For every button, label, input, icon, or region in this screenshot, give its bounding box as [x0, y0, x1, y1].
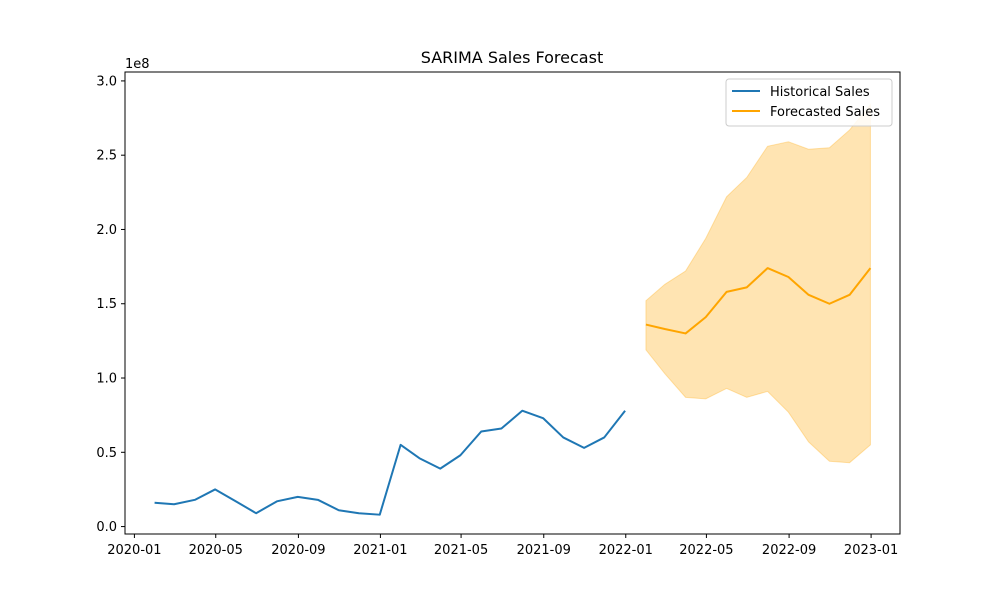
plot-area	[154, 103, 872, 516]
legend-box	[725, 78, 893, 127]
x-tick-label: 2020-05	[189, 543, 243, 558]
x-tick-label: 2022-05	[679, 543, 733, 558]
y-tick-label: 2.0	[96, 223, 117, 238]
axes-frame	[124, 71, 901, 535]
y-tick-label: 0.0	[96, 520, 117, 535]
legend: Historical Sales Forecasted Sales	[725, 78, 893, 127]
x-tick-label: 2022-01	[599, 543, 653, 558]
x-tick-label: 2021-01	[353, 543, 407, 558]
x-tick-label: 2023-01	[844, 543, 898, 558]
x-tick-label: 2021-09	[517, 543, 571, 558]
y-tick-label: 1.5	[96, 297, 117, 312]
y-tick-label: 0.5	[96, 446, 117, 461]
y-axis-scale-label: 1e8	[125, 57, 150, 72]
y-tick-label: 1.0	[96, 372, 117, 387]
y-tick-label: 3.0	[96, 74, 117, 89]
series-line-1	[645, 267, 872, 335]
axes: 0.0 0.5 1.0 1.5 2.0 2.5 3.0 2020-01 2020-05 2020-…	[96, 71, 901, 558]
x-tick-label: 2022-09	[762, 543, 816, 558]
x-tick-label: 2021-05	[434, 543, 488, 558]
chart-title: SARIMA Sales Forecast	[421, 48, 603, 67]
x-tick-label: 2020-09	[271, 543, 325, 558]
y-tick-label: 2.5	[96, 149, 117, 164]
legend-label-historical: Historical Sales	[770, 85, 870, 100]
legend-label-forecast: Forecasted Sales	[770, 105, 880, 120]
series-line-0	[154, 409, 626, 516]
x-tick-label: 2020-01	[107, 543, 161, 558]
confidence-band	[645, 103, 871, 464]
